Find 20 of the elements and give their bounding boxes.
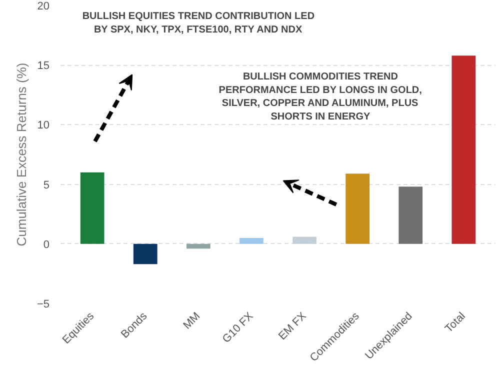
bar — [292, 236, 316, 244]
bar — [186, 244, 210, 249]
bar — [240, 238, 264, 244]
y-tick-label: 20 — [37, 0, 50, 12]
y-tick-label: 5 — [43, 179, 50, 192]
y-axis-title: Cumulative Excess Returns (%) — [14, 62, 29, 246]
x-tick-label: MM — [181, 310, 203, 332]
y-tick-label: −5 — [36, 298, 50, 310]
bar — [133, 244, 158, 264]
annotation: BULLISH EQUITIES TREND CONTRIBUTION LED BY SPX, NKY, TPX, FTSE100, RTY AND NDX — [82, 11, 315, 36]
bar — [398, 186, 423, 244]
y-tick-label: 15 — [37, 60, 50, 72]
bar — [346, 174, 370, 244]
bar — [452, 56, 476, 244]
y-tick-label: 0 — [43, 238, 50, 251]
x-tick-label: G10 FX — [220, 310, 256, 346]
x-tick-label: EM FX — [276, 310, 310, 342]
annotation: BULLISH COMMODITIES TREND PERFORMANCE LED BY LONGS IN GOLD, SILVER, COPPER AND ALUMINUM, PLUS SHORTS IN ENERGY — [218, 72, 422, 122]
y-tick-label: 10 — [37, 120, 50, 132]
bar — [80, 172, 104, 244]
